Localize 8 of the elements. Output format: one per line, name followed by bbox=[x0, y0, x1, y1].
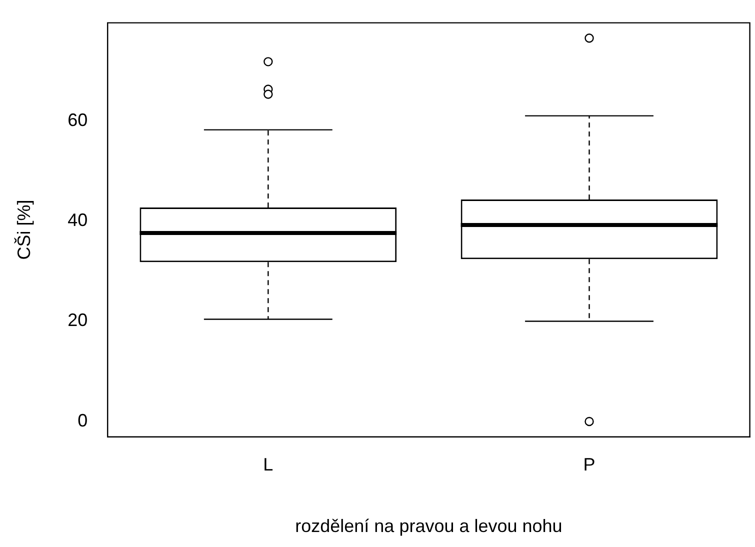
y-tick-label: 60 bbox=[68, 110, 88, 130]
y-tick-label: 40 bbox=[68, 210, 88, 230]
y-tick-label: 20 bbox=[68, 310, 88, 330]
x-tick-label: P bbox=[583, 454, 596, 475]
y-axis-title: CŠi [%] bbox=[14, 200, 34, 260]
x-axis-title: rozdělení na pravou a levou nohu bbox=[295, 516, 562, 536]
x-tick-label: L bbox=[263, 454, 274, 475]
y-tick-label: 0 bbox=[78, 410, 88, 430]
